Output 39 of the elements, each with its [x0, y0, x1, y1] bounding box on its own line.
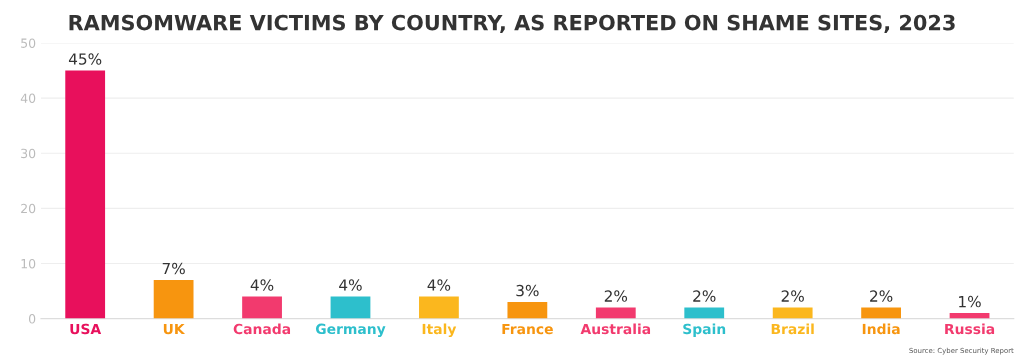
y-tick-label: 40 — [20, 93, 36, 104]
x-tick-label: USA — [70, 323, 102, 335]
data-label: 3% — [516, 284, 539, 297]
x-tick-label: Germany — [315, 323, 386, 337]
data-label: 2% — [870, 290, 893, 302]
data-label: 4% — [339, 279, 362, 291]
bar — [684, 307, 725, 319]
x-tick-label: India — [862, 323, 900, 335]
x-tick-label: Spain — [683, 323, 726, 337]
data-label: 45% — [68, 53, 102, 65]
y-tick-label: 20 — [21, 203, 36, 214]
data-label: 2% — [781, 290, 804, 302]
data-label: 4% — [427, 279, 451, 291]
x-tick-label: Australia — [580, 323, 651, 335]
y-tick-label: 30 — [21, 148, 36, 159]
bar — [153, 280, 194, 319]
data-label: 7% — [162, 262, 185, 275]
bar — [595, 307, 636, 319]
y-tick-label: 0 — [28, 314, 36, 324]
chart-title: RAMSOMWARE VICTIMS BY COUNTRY, AS REPORTED ON SHAME SITES, 2023 — [69, 14, 955, 34]
y-tick-label: 10 — [21, 258, 36, 269]
bar — [65, 70, 106, 319]
data-label: 2% — [693, 290, 716, 302]
bar — [330, 296, 371, 319]
x-tick-label: Brazil — [771, 323, 814, 335]
bar — [772, 307, 813, 319]
x-tick-label: Russia — [945, 323, 995, 335]
x-tick-label: France — [502, 323, 553, 335]
y-tick-label: 50 — [21, 38, 36, 48]
data-label: 2% — [604, 290, 628, 302]
bar — [861, 307, 901, 319]
x-tick-label: UK — [163, 323, 186, 335]
bar — [419, 296, 459, 319]
x-tick-label: Canada — [233, 323, 291, 335]
data-label: 1% — [959, 295, 981, 308]
bar — [242, 296, 282, 319]
x-tick-label: Italy — [422, 323, 457, 338]
bar — [507, 302, 548, 319]
data-label: 4% — [250, 279, 274, 291]
